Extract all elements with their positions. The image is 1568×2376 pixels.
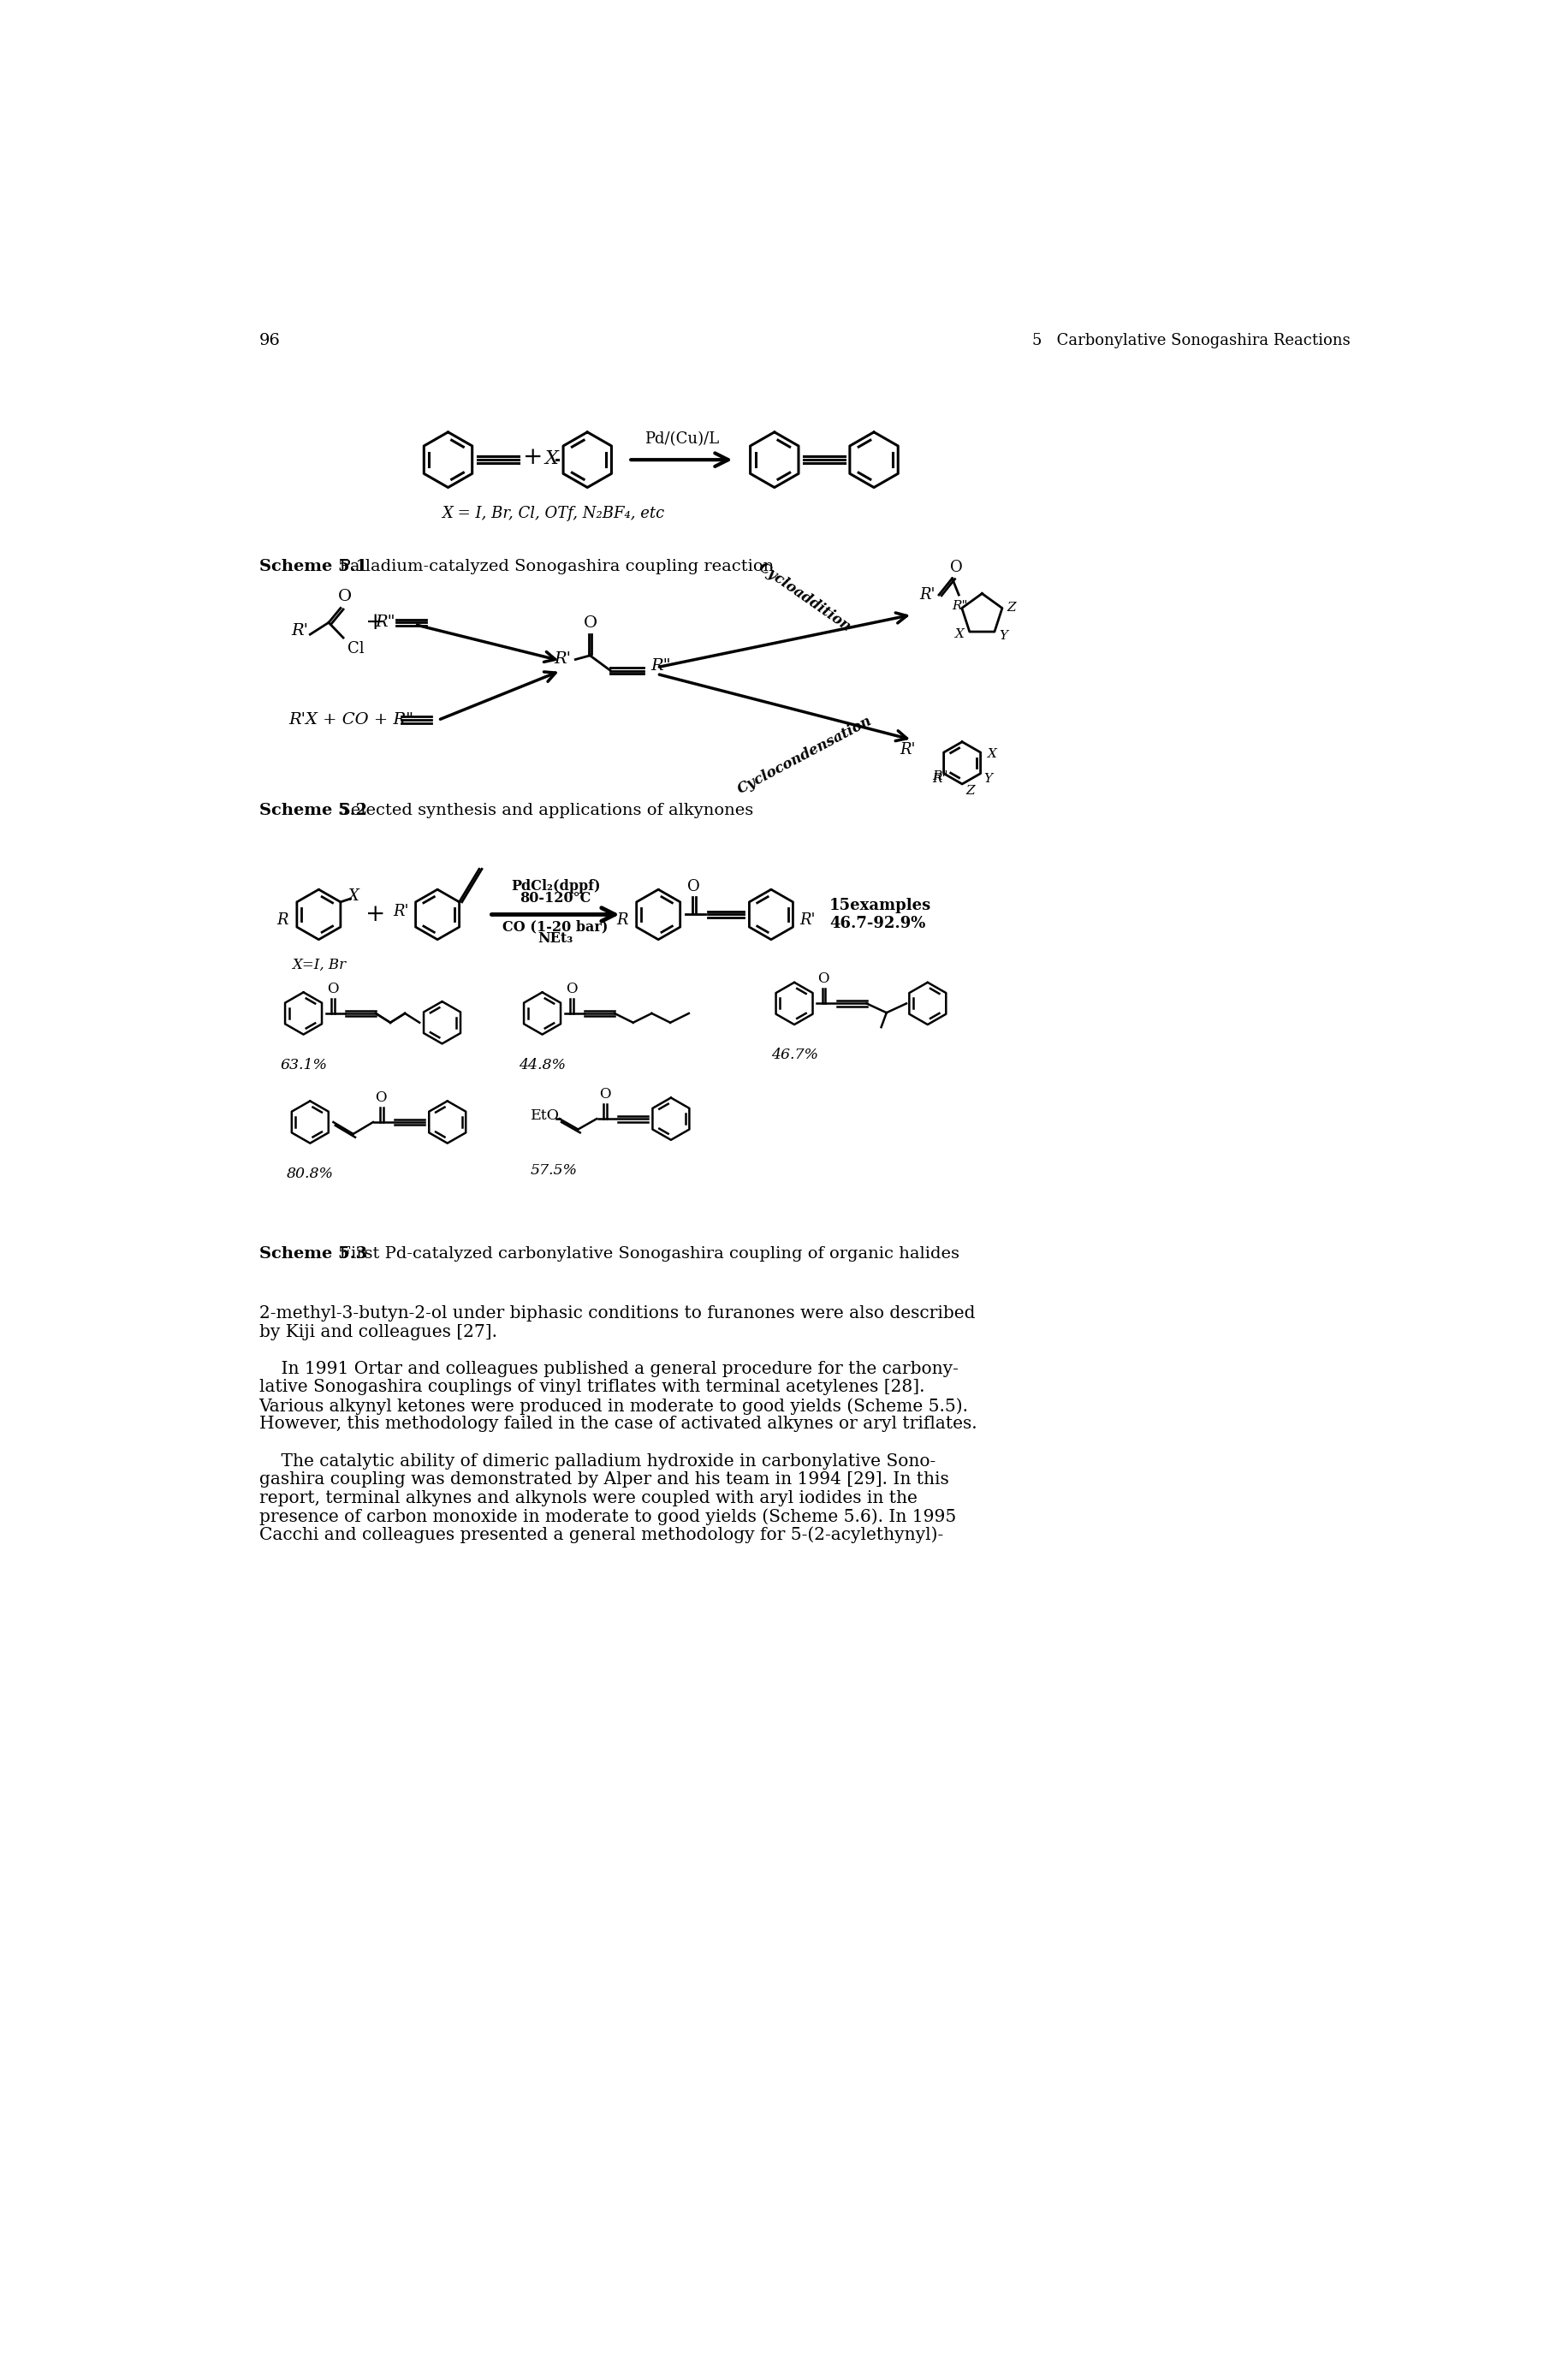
Text: EtO: EtO (532, 1107, 560, 1124)
Text: 46.7-92.9%: 46.7-92.9% (829, 917, 925, 931)
Text: R": R" (375, 615, 395, 630)
Text: NEt₃: NEt₃ (538, 931, 574, 946)
Text: Cycloaddition: Cycloaddition (756, 561, 853, 634)
Text: +: + (524, 447, 543, 470)
Text: Cl: Cl (347, 642, 364, 656)
Text: O: O (950, 561, 963, 575)
Text: 63.1%: 63.1% (281, 1057, 328, 1072)
Text: Z: Z (1007, 601, 1016, 613)
Text: R': R' (933, 772, 946, 786)
Text: O: O (818, 972, 829, 986)
Text: R'X + CO + R": R'X + CO + R" (289, 713, 414, 727)
Text: O: O (599, 1088, 610, 1102)
Text: R: R (616, 912, 627, 927)
Text: X: X (988, 748, 997, 760)
Text: X: X (955, 627, 964, 639)
Text: 57.5%: 57.5% (530, 1162, 577, 1178)
Text: report, terminal alkynes and alkynols were coupled with aryl iodides in the: report, terminal alkynes and alkynols we… (259, 1490, 917, 1506)
Text: R': R' (900, 741, 916, 758)
Text: However, this methodology failed in the case of activated alkynes or aryl trifla: However, this methodology failed in the … (259, 1416, 977, 1433)
Text: R: R (276, 912, 289, 927)
Text: R': R' (800, 912, 815, 927)
Text: Cacchi and colleagues presented a general methodology for 5-(2-acylethynyl)-: Cacchi and colleagues presented a genera… (259, 1528, 942, 1544)
Text: X: X (544, 449, 558, 468)
Text: R': R' (920, 587, 936, 604)
Text: Palladium-catalyzed Sonogashira coupling reaction: Palladium-catalyzed Sonogashira coupling… (329, 558, 775, 575)
Text: gashira coupling was demonstrated by Alper and his team in 1994 [29]. In this: gashira coupling was demonstrated by Alp… (259, 1471, 949, 1487)
Text: PdCl₂(dppf): PdCl₂(dppf) (511, 879, 601, 893)
Text: R': R' (554, 651, 571, 668)
Text: 15examples: 15examples (829, 898, 931, 912)
Text: R": R" (933, 770, 949, 782)
Text: Scheme 5.2: Scheme 5.2 (259, 803, 367, 817)
Text: O: O (339, 589, 353, 604)
Text: 5   Carbonylative Sonogashira Reactions: 5 Carbonylative Sonogashira Reactions (1032, 333, 1350, 347)
Text: 80.8%: 80.8% (287, 1167, 334, 1181)
Text: presence of carbon monoxide in moderate to good yields (Scheme 5.6). In 1995: presence of carbon monoxide in moderate … (259, 1509, 956, 1525)
Text: O: O (566, 981, 577, 996)
Text: Scheme 5.1: Scheme 5.1 (259, 558, 367, 575)
Text: lative Sonogashira couplings of vinyl triflates with terminal acetylenes [28].: lative Sonogashira couplings of vinyl tr… (259, 1378, 925, 1395)
Text: R': R' (394, 903, 409, 920)
Text: +: + (365, 611, 386, 634)
Text: Z: Z (966, 784, 975, 796)
Text: CO (1-20 bar): CO (1-20 bar) (503, 920, 608, 934)
Text: Scheme 5.3: Scheme 5.3 (259, 1245, 367, 1262)
Text: Selected synthesis and applications of alkynones: Selected synthesis and applications of a… (329, 803, 753, 817)
Text: X: X (347, 889, 358, 903)
Text: 44.8%: 44.8% (519, 1057, 566, 1072)
Text: 2-methyl-3-butyn-2-ol under biphasic conditions to furanones were also described: 2-methyl-3-butyn-2-ol under biphasic con… (259, 1304, 975, 1321)
Text: O: O (583, 615, 597, 632)
Text: by Kiji and colleagues [27].: by Kiji and colleagues [27]. (259, 1323, 497, 1340)
Text: 46.7%: 46.7% (771, 1048, 818, 1062)
Text: X=I, Br: X=I, Br (292, 958, 345, 972)
Text: O: O (687, 879, 699, 896)
Text: First Pd-catalyzed carbonylative Sonogashira coupling of organic halides: First Pd-catalyzed carbonylative Sonogas… (329, 1245, 960, 1262)
Text: Cyclocondensation: Cyclocondensation (735, 713, 875, 796)
Text: Y: Y (983, 772, 993, 786)
Text: X = I, Br, Cl, OTf, N₂BF₄, etc: X = I, Br, Cl, OTf, N₂BF₄, etc (442, 506, 665, 520)
Text: R': R' (292, 623, 309, 639)
Text: +: + (365, 903, 386, 927)
Text: Pd/(Cu)/L: Pd/(Cu)/L (644, 430, 718, 447)
Text: 80-120°C: 80-120°C (521, 891, 591, 905)
Text: R": R" (651, 658, 671, 675)
Text: 96: 96 (259, 333, 281, 347)
Text: O: O (375, 1091, 387, 1105)
Text: In 1991 Ortar and colleagues published a general procedure for the carbony-: In 1991 Ortar and colleagues published a… (259, 1361, 958, 1378)
Text: R": R" (952, 601, 967, 613)
Text: Y: Y (999, 630, 1007, 642)
Text: Various alkynyl ketones were produced in moderate to good yields (Scheme 5.5).: Various alkynyl ketones were produced in… (259, 1397, 969, 1414)
Text: The catalytic ability of dimeric palladium hydroxide in carbonylative Sono-: The catalytic ability of dimeric palladi… (259, 1454, 936, 1468)
Text: O: O (326, 981, 339, 996)
